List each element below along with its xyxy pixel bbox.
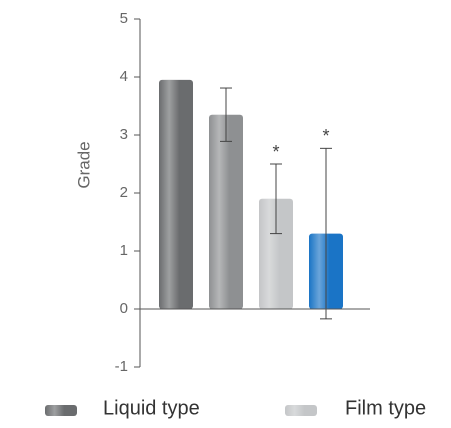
y-tick-label: 1	[120, 242, 128, 259]
y-tick-label: 4	[120, 68, 128, 85]
y-tick-label: 0	[120, 300, 128, 317]
y-axis-label: Grade	[74, 141, 93, 188]
bar-highlight	[259, 198, 293, 309]
legend-marker-highlight	[285, 405, 317, 416]
legend-label: Film type	[345, 397, 426, 419]
legend-marker-highlight	[45, 405, 77, 416]
bar-highlight	[159, 79, 193, 310]
significance-marker: *	[272, 142, 279, 162]
significance-marker: *	[322, 126, 329, 146]
y-tick-label: 3	[120, 126, 128, 143]
y-tick-label: 5	[120, 10, 128, 27]
legend-label: Liquid type	[103, 397, 200, 419]
bar-highlight	[209, 114, 243, 309]
y-tick-label: -1	[115, 358, 128, 375]
y-tick-label: 2	[120, 184, 128, 201]
